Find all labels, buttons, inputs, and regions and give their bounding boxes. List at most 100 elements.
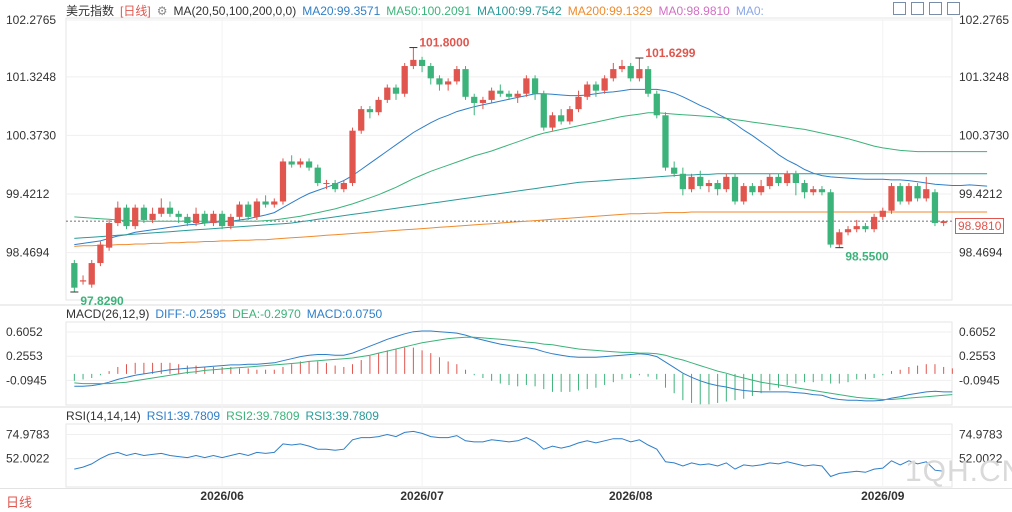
candle-body xyxy=(166,207,174,214)
price-annotation: 97.8290 xyxy=(80,294,124,308)
candle-body xyxy=(436,78,443,85)
fullscreen-icon[interactable] xyxy=(947,2,960,15)
candle-body xyxy=(792,173,800,184)
candle-body xyxy=(184,216,191,224)
candle-body xyxy=(836,232,843,245)
candle-body xyxy=(323,183,330,185)
main-tick-label-right: 100.3730 xyxy=(959,128,1009,142)
candle-body xyxy=(410,59,417,67)
rsi-header: RSI(14,14,14) RSI1:39.7809 RSI2:39.7809 RSI… xyxy=(66,409,385,423)
main-tick-label-left: 98.4694 xyxy=(6,246,50,260)
candle-body xyxy=(392,87,400,94)
rsi-line xyxy=(74,430,944,478)
candle-body xyxy=(775,176,782,184)
candle-body xyxy=(227,216,234,227)
settings-icon[interactable]: ⚙ xyxy=(156,4,168,18)
rsi-params: RSI(14,14,14) xyxy=(66,409,141,423)
dea-line xyxy=(74,336,953,400)
period-label[interactable]: [日线] xyxy=(120,4,151,18)
candle-body xyxy=(636,69,643,79)
ma200-line xyxy=(74,211,988,247)
candle-body xyxy=(340,183,347,190)
candle-body xyxy=(149,213,156,220)
moving-average-lines xyxy=(74,88,988,247)
rsi1-value: RSI1:39.7809 xyxy=(146,409,221,423)
ma0-value-2: MA0: xyxy=(735,4,764,18)
candle-body xyxy=(358,109,365,131)
macd-tick-label-right: 0.2553 xyxy=(959,349,996,363)
candle-body xyxy=(766,176,773,187)
candle-body xyxy=(601,78,608,91)
candle-body xyxy=(914,186,921,199)
macd-value: MACD:0.0750 xyxy=(306,307,383,321)
candle-body xyxy=(262,201,269,205)
macd-tick-label-left: 0.2553 xyxy=(6,349,43,363)
main-tick-label-right: 101.3248 xyxy=(959,70,1009,84)
candle-body xyxy=(697,176,704,187)
main-tick-label-left: 102.2765 xyxy=(6,13,56,27)
candle-body xyxy=(79,280,87,282)
current-price-tag: 98.9810 xyxy=(955,218,1005,234)
candle-body xyxy=(740,186,747,202)
main-tick-label-right: 102.2765 xyxy=(959,13,1009,27)
candle-body xyxy=(497,90,504,94)
main-tick-label-right: 99.4212 xyxy=(959,187,1003,201)
candle-body xyxy=(888,186,895,211)
ma20-value: MA20:99.3571 xyxy=(302,4,381,18)
candle-body xyxy=(314,167,321,184)
rsi-panel xyxy=(74,430,944,478)
candle-body xyxy=(305,161,313,168)
candle-body xyxy=(462,69,469,97)
candle-body xyxy=(671,167,678,174)
candle-body xyxy=(366,109,374,113)
candle-body xyxy=(566,109,573,122)
rsi-tick-label-left: 74.9783 xyxy=(6,428,50,442)
crosshair-icon[interactable] xyxy=(911,2,924,15)
tab-daily[interactable]: 日线 xyxy=(6,495,33,510)
rsi2-value: RSI2:39.7809 xyxy=(226,409,300,423)
candle-body xyxy=(453,69,460,82)
candle-body xyxy=(123,207,130,227)
candle-body xyxy=(575,96,582,110)
candle-body xyxy=(749,186,756,193)
main-tick-label-left: 100.3730 xyxy=(6,128,56,142)
candle-body xyxy=(140,207,148,220)
candle-body xyxy=(827,192,834,245)
candle-body xyxy=(610,69,617,79)
candle-body xyxy=(332,183,339,190)
candle-body xyxy=(810,189,817,193)
candle-body xyxy=(897,186,904,202)
candle-body xyxy=(271,201,278,205)
price-annotation: 101.8000 xyxy=(419,36,469,50)
candle-body xyxy=(279,161,287,202)
candle-body xyxy=(401,66,408,94)
candle-body xyxy=(731,176,739,202)
candle-body xyxy=(236,204,243,217)
zoom-fit-icon[interactable] xyxy=(893,2,906,15)
ma50-line xyxy=(74,112,988,222)
candle-body xyxy=(88,263,95,285)
candle-body xyxy=(940,221,947,224)
candle-body xyxy=(923,189,930,199)
candle-body xyxy=(505,93,513,97)
candle-body xyxy=(714,183,721,190)
candle-body xyxy=(158,207,165,214)
ma100-value: MA100:99.7542 xyxy=(477,4,562,18)
candle-body xyxy=(905,186,913,202)
candle-body xyxy=(297,161,304,165)
candle-body xyxy=(931,192,939,224)
macd-header: MACD(26,12,9) DIFF:-0.2595 DEA:-0.2970 MACD… xyxy=(66,307,388,321)
macd-tick-label-left: 0.6052 xyxy=(6,325,43,339)
candle-body xyxy=(818,189,826,193)
candle-body xyxy=(114,207,121,224)
instrument-title: 美元指数 xyxy=(66,4,115,18)
x-axis-labels: 2026/06 2026/07 2026/08 2026/09 xyxy=(200,489,904,503)
main-tick-label-right: 98.4694 xyxy=(959,246,1003,260)
ma100-line xyxy=(74,173,988,239)
candle-body xyxy=(288,161,295,165)
reset-icon[interactable] xyxy=(929,2,942,15)
candle-body xyxy=(558,115,565,122)
candle-body xyxy=(592,84,600,91)
candle-body xyxy=(471,96,478,103)
candle-body xyxy=(584,84,591,97)
